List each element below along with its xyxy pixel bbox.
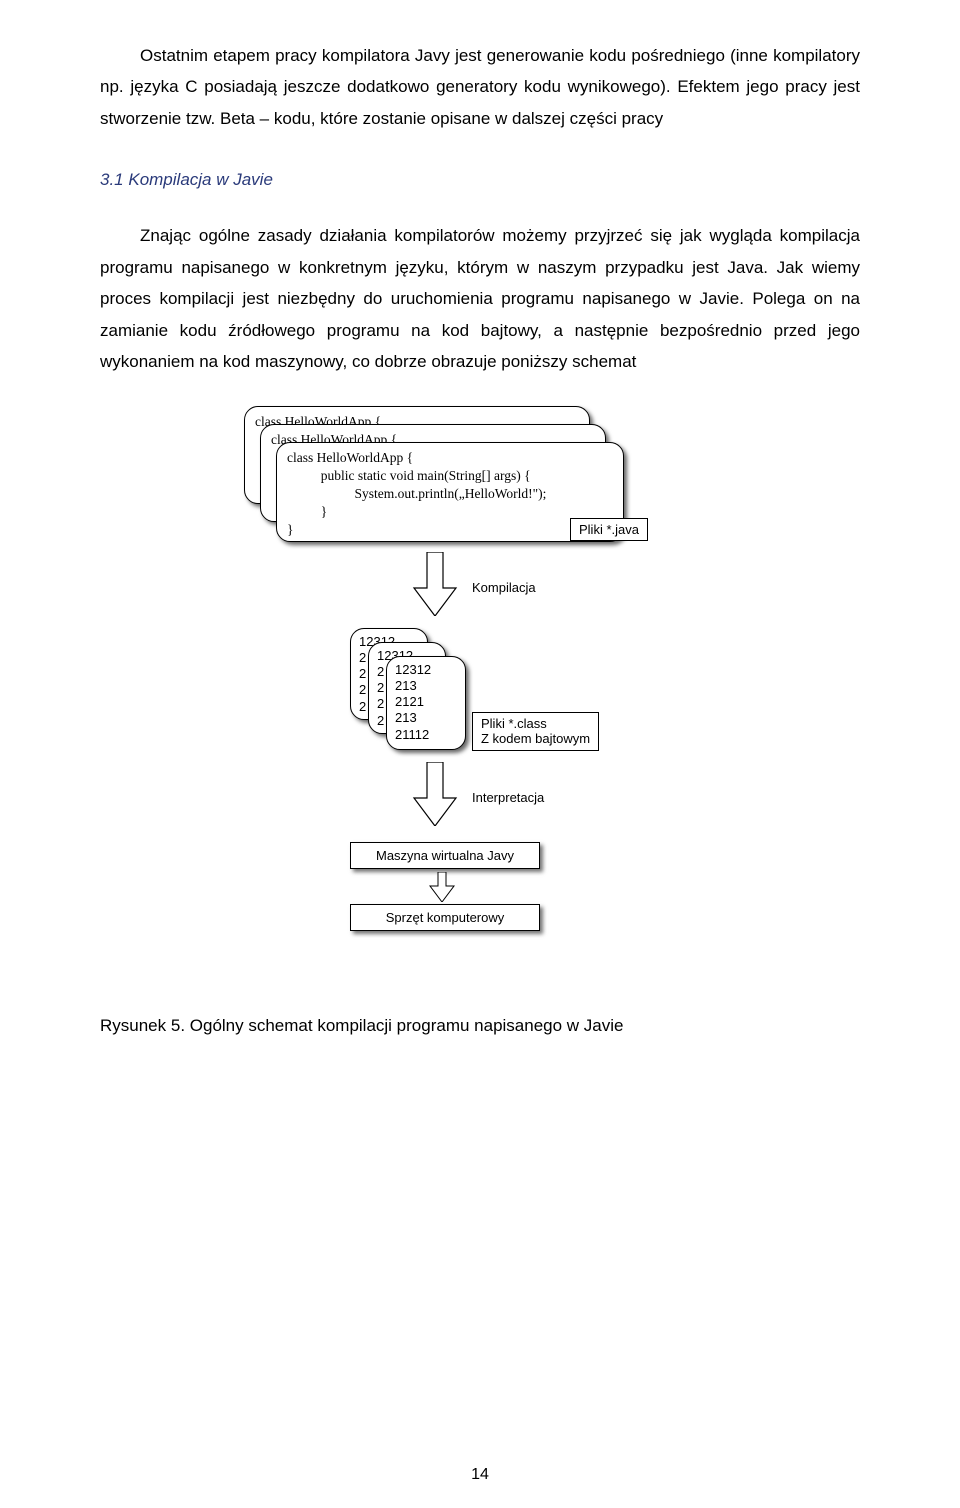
arrow-compile-label: Kompilacja: [472, 580, 536, 595]
paragraph-2: Znając ogólne zasady działania kompilato…: [100, 220, 860, 377]
java-card-front-text: class HelloWorldApp { public static void…: [287, 449, 613, 540]
class-files-label-l1: Pliki *.class: [481, 716, 547, 731]
compilation-diagram: class HelloWorldApp { class HelloWorldAp…: [200, 406, 760, 966]
page-number: 14: [0, 1466, 960, 1484]
class-files-label-l2: Z kodem bajtowym: [481, 731, 590, 746]
hardware-box-text: Sprzęt komputerowy: [386, 910, 505, 925]
java-files-label: Pliki *.java: [570, 518, 648, 542]
arrow-jvm-to-hw-icon: [428, 872, 456, 902]
class-card-front-text: 12312 213 2121 213 21112: [395, 662, 457, 743]
class-card-front: 12312 213 2121 213 21112: [386, 656, 466, 750]
jvm-box-text: Maszyna wirtualna Javy: [376, 848, 514, 863]
java-files-label-text: Pliki *.java: [579, 522, 639, 537]
figure-caption: Rysunek 5. Ogólny schemat kompilacji pro…: [100, 1016, 860, 1036]
figure-container: class HelloWorldApp { class HelloWorldAp…: [100, 406, 860, 966]
jvm-box: Maszyna wirtualna Javy: [350, 842, 540, 869]
paragraph-1: Ostatnim etapem pracy kompilatora Javy j…: [100, 40, 860, 134]
arrow-interpret-label: Interpretacja: [472, 790, 544, 805]
hardware-box: Sprzęt komputerowy: [350, 904, 540, 931]
section-heading: 3.1 Kompilacja w Javie: [100, 170, 860, 190]
arrow-compile-icon: [410, 552, 460, 616]
arrow-interpret-icon: [410, 762, 460, 826]
class-files-label: Pliki *.class Z kodem bajtowym: [472, 712, 599, 751]
